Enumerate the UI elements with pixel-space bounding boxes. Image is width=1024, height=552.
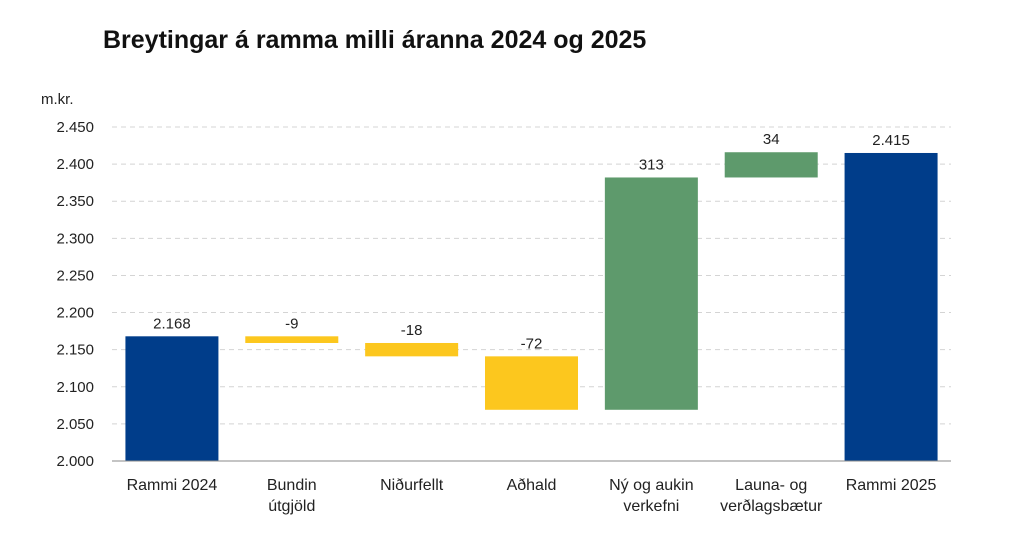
category-label: Rammi 2025: [846, 477, 937, 494]
y-tick-label: 2.350: [56, 193, 94, 210]
y-tick-label: 2.300: [56, 230, 94, 247]
bars: [125, 152, 938, 461]
y-tick-label: 2.200: [56, 305, 94, 322]
category-labels: Rammi 2024 Bundin útgjöld Niðurfellt Aðhald N…: [127, 477, 937, 515]
y-axis-ticks: 2.000 2.050 2.100 2.150 2.200 2.250 2.300 2.350…: [56, 119, 94, 470]
bar-decrease: [245, 336, 339, 343]
data-label: 2.415: [872, 132, 910, 149]
gridlines: [112, 126, 951, 425]
category-label: Niðurfellt: [380, 477, 444, 494]
y-tick-label: 2.400: [56, 156, 94, 173]
category-label: Ný og aukin: [609, 477, 694, 494]
data-label: -9: [285, 315, 298, 332]
y-tick-label: 2.250: [56, 267, 94, 284]
category-label: útgjöld: [268, 498, 315, 515]
data-label: -18: [401, 322, 423, 339]
category-label: verðlagsbætur: [720, 498, 823, 515]
bar-increase: [724, 152, 818, 178]
chart-title: Breytingar á ramma milli áranna 2024 og …: [103, 26, 647, 54]
bar-increase: [604, 177, 698, 410]
bar-decrease: [485, 356, 578, 410]
category-label: Bundin: [267, 477, 317, 494]
bar-total: [125, 336, 219, 461]
category-label: Launa- og: [735, 477, 807, 494]
y-axis-unit-label: m.kr.: [41, 91, 74, 108]
data-label: 2.168: [153, 315, 191, 332]
data-label: 34: [763, 131, 780, 148]
y-tick-label: 2.150: [56, 342, 94, 359]
y-tick-label: 2.050: [56, 416, 94, 433]
bar-decrease: [365, 342, 459, 357]
data-labels: 2.168 -9 -18 -72 313 34 2.415: [153, 131, 910, 352]
category-label: Rammi 2024: [127, 477, 218, 494]
data-label: 313: [639, 156, 664, 173]
bar-total: [844, 152, 938, 461]
category-label: Aðhald: [507, 477, 557, 494]
y-tick-label: 2.000: [56, 453, 94, 470]
y-tick-label: 2.450: [56, 119, 94, 136]
y-tick-label: 2.100: [56, 379, 94, 396]
data-label: -72: [521, 335, 543, 352]
category-label: verkefni: [623, 498, 679, 515]
